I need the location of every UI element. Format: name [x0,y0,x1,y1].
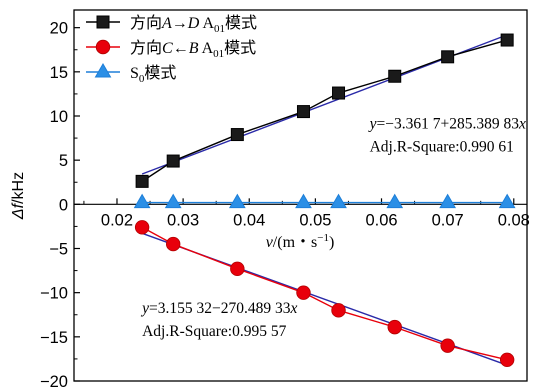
fit-equation-2: y=3.155 32−270.489 33x [140,300,297,317]
x-tick-label: 0.06 [365,211,397,229]
annotations: y=−3.361 7+285.389 83x Adj.R-Square:0.990… [140,115,526,340]
x-tick-label: 0.02 [101,211,133,229]
data-point-circle [230,261,245,277]
data-point-triangle [498,193,516,209]
legend-item-2: 方向C←B A01模式 [86,39,256,60]
data-point-circle [499,352,515,368]
axes-layer: −20 −15 −10 −5 0 5 10 15 20 0.02 0.03 0.04 0.05 0.06 0… [10,9,530,390]
x-tick-label: 0.05 [299,211,331,229]
x-tick-label: 0.03 [167,211,199,229]
data-point-square [166,154,180,168]
data-point-triangle [386,193,404,209]
legend-marker-triangle [94,62,112,78]
series-3 [133,193,516,209]
y-tick-label: 5 [59,152,68,170]
x-tick-label: 0.07 [432,211,464,229]
data-point-circle [134,220,150,235]
legend-item-1: 方向A→D A01模式 [86,14,257,35]
series-2 [134,220,515,368]
fit-r-square-2: Adj.R-Square:0.995 57 [142,323,286,340]
data-point-circle [331,303,346,318]
y-tick-label: 0 [59,196,68,214]
y-tick-label: −15 [40,329,68,347]
data-point-circle [165,236,181,252]
data-point-triangle [133,193,151,209]
data-point-square [500,33,514,47]
data-point-triangle [439,193,457,209]
series-line-1 [141,39,508,182]
plot-frame [73,9,528,382]
y-tick-label: 20 [50,20,68,38]
fit-equation-1: y=−3.361 7+285.389 83x [368,115,526,132]
data-point-square [332,86,346,100]
legend-label: 方向A→D A01模式 [130,14,257,35]
y-tick-label: −20 [40,373,68,390]
data-point-square [388,69,402,83]
legend-marker-square [96,15,110,29]
fit-r-square-1: Adj.R-Square:0.990 61 [370,138,514,155]
data-point-square [230,128,244,142]
y-tick-label: 15 [50,64,68,82]
series-1 [135,33,514,188]
legend-label: S0模式 [130,64,176,85]
x-tick-label: 0.08 [498,211,530,229]
series-line-2 [141,226,508,361]
x-axis-label: v/(m・s−1) [266,232,335,251]
data-point-square [296,105,310,119]
y-tick-label: 10 [50,108,68,126]
y-tick-label: −10 [40,285,68,303]
legend-label: 方向C←B A01模式 [130,39,256,60]
legend-marker-circle [95,39,111,55]
y-tick-label: −5 [49,241,68,259]
data-point-triangle [330,193,347,209]
data-point-circle [296,285,311,300]
data-point-square [441,50,455,64]
data-point-triangle [228,193,246,209]
data-point-triangle [164,193,182,209]
y-axis-label: Δf/kHz [10,172,27,220]
data-series [133,33,516,368]
data-point-circle [440,338,455,353]
x-tick-label: 0.04 [233,211,265,229]
data-point-square [135,174,149,188]
data-point-triangle [295,193,312,209]
data-point-circle [387,319,402,335]
legend-item-3: S0模式 [86,62,176,85]
